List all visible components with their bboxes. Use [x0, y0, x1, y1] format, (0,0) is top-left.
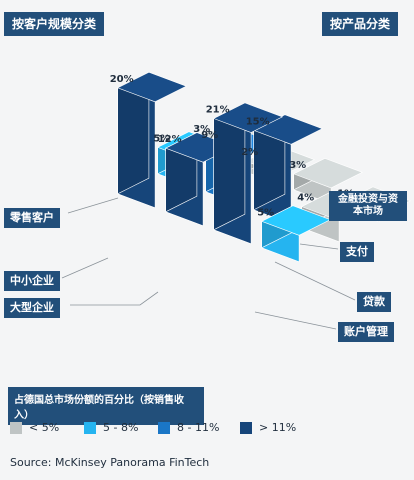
guide-line [70, 291, 159, 306]
guide-line [67, 197, 119, 214]
header-left-title: 按客户规模分类 [4, 12, 105, 36]
value-label-sme-lending: 15% [246, 116, 270, 127]
col-label-accounts: 账户管理 [338, 322, 394, 342]
guide-line [299, 243, 339, 250]
value-label-sme-investment: 5% [153, 133, 170, 144]
bar-face-top [212, 102, 284, 133]
legend-title: 占德国总市场份额的百分比（按销售收入） [8, 387, 204, 425]
value-label-retail-investment: 20% [110, 74, 134, 85]
guide-line [274, 261, 356, 301]
guide-line [254, 311, 337, 330]
value-label-retail-payments: 12% [158, 134, 182, 145]
guide-line [61, 257, 109, 279]
bar-retail-investment [116, 71, 188, 209]
legend-label: < 5% [29, 421, 60, 434]
bar-retail-accounts [260, 205, 332, 263]
legend-label: 8 - 11% [177, 421, 220, 434]
legend-label: > 11% [259, 421, 297, 434]
row-label-retail: 零售客户 [4, 208, 60, 228]
legend-item-8-11: 8 - 11% [158, 421, 219, 434]
header-right-title: 按产品分类 [322, 12, 399, 36]
col-label-payments: 支付 [340, 242, 374, 262]
legend-label: 5 - 8% [103, 421, 139, 434]
bar-retail-lending [212, 102, 284, 245]
legend-item-gt11: > 11% [240, 421, 296, 434]
value-label-large-investment: 3% [193, 124, 210, 135]
row-label-sme: 中小企业 [4, 271, 60, 291]
legend-swatch [158, 421, 170, 434]
legend-swatch [10, 421, 22, 434]
bar-face-top [292, 157, 364, 189]
value-label-large-lending: 3% [289, 160, 306, 171]
value-label-sme-accounts: 4% [297, 193, 314, 204]
value-label-sme-payments: 9% [201, 130, 218, 141]
legend-item-5-8: 5 - 8% [84, 421, 138, 434]
value-label-large-payments: 2% [241, 147, 258, 158]
legend-item-lt5: < 5% [10, 421, 59, 434]
value-label-retail-lending: 21% [206, 105, 230, 116]
bar-face-top [116, 71, 188, 103]
col-label-investment: 金融投资与资本市场 [329, 191, 407, 221]
legend-swatch [84, 421, 96, 434]
value-label-retail-accounts: 5% [257, 207, 274, 218]
col-label-lending: 贷款 [357, 292, 391, 312]
source-note: Source: McKinsey Panorama FinTech [10, 456, 210, 469]
legend-swatch [240, 421, 252, 434]
row-label-large: 大型企业 [4, 298, 60, 318]
